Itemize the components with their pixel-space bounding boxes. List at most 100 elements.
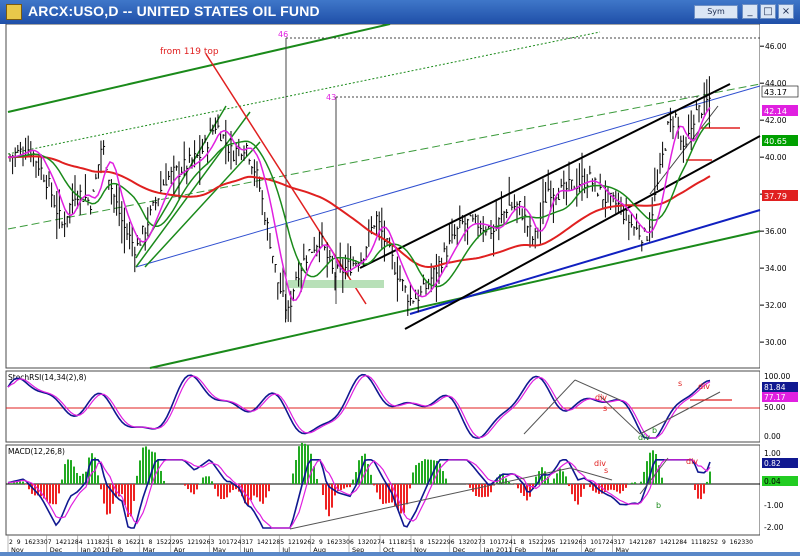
close-button[interactable]: × <box>778 4 794 19</box>
x-month-label: Sep <box>352 546 364 552</box>
macd-histogram-bar <box>631 483 633 484</box>
macd-histogram-bar <box>376 484 378 492</box>
x-day-label: 26 <box>575 539 583 546</box>
macd-histogram-bar <box>67 459 69 484</box>
macd-histogram-bar <box>259 484 261 502</box>
macd-histogram-bar <box>583 484 585 489</box>
macd-histogram-bar <box>205 476 207 484</box>
x-day-label: 29 <box>443 539 451 546</box>
macd-histogram-bar <box>625 484 627 488</box>
last-price-red: 37.79 <box>764 192 787 201</box>
chart-area[interactable]: 30.0032.0034.0036.0038.0040.0042.0044.00… <box>0 24 800 552</box>
macd-histogram-bar <box>373 484 375 485</box>
x-day-label: 10 <box>590 539 598 546</box>
macd-annotation-b: b <box>656 501 661 510</box>
macd-histogram-bar <box>517 484 519 488</box>
macd-histogram-bar <box>316 479 318 484</box>
macd-histogram-bar <box>208 476 210 484</box>
macd-histogram-bar <box>76 473 78 484</box>
title-bar[interactable]: ARCX:USO,D -- UNITED STATES OIL FUND Sym… <box>0 0 800 24</box>
macd-histogram-bar <box>550 483 552 484</box>
x-day-label: 28 <box>676 539 684 546</box>
macd-histogram-bar <box>325 484 327 510</box>
macd-histogram-bar <box>613 484 615 490</box>
x-month-label: Dec <box>50 546 63 552</box>
stoch-tick-50: 50.00 <box>764 403 786 412</box>
macd-histogram-bar <box>556 473 558 484</box>
x-day-label: 6 <box>350 539 354 546</box>
x-day-label: 19 <box>296 539 304 546</box>
macd-histogram-bar <box>661 478 663 484</box>
macd-histogram-bar <box>421 461 423 484</box>
x-day-label: 7 <box>621 539 625 546</box>
x-day-label: 3 <box>211 539 215 546</box>
x-day-label: 22 <box>164 539 172 546</box>
macd-histogram-bar <box>250 484 252 500</box>
macd-histogram-bar <box>469 484 471 488</box>
x-day-label: 20 <box>466 539 474 546</box>
macd-histogram-bar <box>193 484 195 494</box>
annotation-46: 46 <box>278 30 288 39</box>
macd-histogram-bar <box>328 484 330 516</box>
x-day-label: 31 <box>242 539 250 546</box>
x-month-label: Mar <box>143 546 156 552</box>
macd-histogram-bar <box>130 484 132 516</box>
x-day-label: 14 <box>257 539 265 546</box>
macd-histogram-bar <box>91 453 93 484</box>
macd-histogram-bar <box>619 484 621 493</box>
macd-histogram-bar <box>403 484 405 513</box>
macd-histogram-bar <box>100 484 102 489</box>
x-month-label: Mar <box>546 546 559 552</box>
macd-histogram-bar <box>706 482 708 484</box>
x-day-label: 5 <box>552 539 556 546</box>
x-day-label: 18 <box>94 539 102 546</box>
minimize-button[interactable]: _ <box>742 4 758 19</box>
x-day-label: 15 <box>528 539 536 546</box>
symbol-button[interactable]: Sym <box>694 5 738 19</box>
macd-histogram-bar <box>589 484 591 487</box>
x-day-label: 22 <box>536 539 544 546</box>
macd-last-blue: 0.82 <box>764 459 781 468</box>
macd-histogram-bar <box>184 484 186 486</box>
price-tick-label: 46.00 <box>765 42 787 51</box>
macd-histogram-bar <box>253 484 255 496</box>
macd-histogram-bar <box>217 484 219 496</box>
macd-histogram-bar <box>622 484 624 491</box>
x-day-label: 28 <box>645 539 653 546</box>
x-month-label: Jul <box>281 546 290 552</box>
x-month-label: Feb <box>515 546 527 552</box>
macd-histogram-bar <box>709 472 711 484</box>
x-day-label: 16 <box>25 539 33 546</box>
macd-histogram-bar <box>379 484 381 499</box>
stoch-annotation-div-1: div <box>595 393 607 402</box>
x-month-label: Feb <box>112 546 124 552</box>
macd-annotation-div-2: div <box>686 457 698 466</box>
macd-histogram-bar <box>349 484 351 487</box>
macd-histogram-bar <box>220 484 222 499</box>
macd-histogram-bar <box>346 484 348 487</box>
price-tick-label: 40.00 <box>765 153 787 162</box>
maximize-button[interactable]: □ <box>760 4 776 19</box>
x-day-label: 1 <box>110 539 114 546</box>
macd-histogram-bar <box>352 480 354 484</box>
x-day-label: 28 <box>273 539 281 546</box>
x-day-label: 27 <box>373 539 381 546</box>
x-day-label: 2 <box>714 539 718 546</box>
x-month-label: Apr <box>174 546 186 552</box>
x-day-label: 16 <box>125 539 133 546</box>
x-day-label: 4 <box>381 539 385 546</box>
macd-histogram-bar <box>475 484 477 496</box>
x-month-label: Jan 2010 <box>80 546 110 552</box>
macd-histogram-bar <box>382 484 384 504</box>
x-day-label: 19 <box>195 539 203 546</box>
x-month-label: May <box>213 546 227 552</box>
x-day-label: 19 <box>567 539 575 546</box>
x-day-label: 9 <box>17 539 21 546</box>
x-day-label: 12 <box>288 539 296 546</box>
x-day-label: 23 <box>32 539 40 546</box>
macd-histogram-bar <box>616 484 618 492</box>
price-axis-area <box>760 24 800 552</box>
x-day-label: 12 <box>187 539 195 546</box>
x-day-label: 14 <box>56 539 64 546</box>
